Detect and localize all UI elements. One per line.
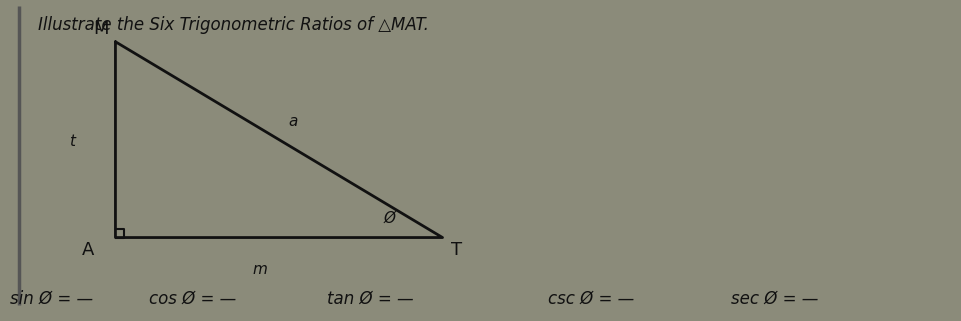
Text: m: m bbox=[252, 262, 267, 277]
Text: sin Ø = —: sin Ø = — bbox=[10, 290, 92, 308]
Text: t: t bbox=[69, 134, 75, 149]
Text: tan Ø = —: tan Ø = — bbox=[327, 290, 413, 308]
Text: T: T bbox=[451, 241, 462, 259]
Text: Ø: Ø bbox=[383, 211, 395, 226]
Text: Illustrate the Six Trigonometric Ratios of △MAT.: Illustrate the Six Trigonometric Ratios … bbox=[38, 16, 429, 34]
Text: A: A bbox=[83, 241, 94, 259]
Text: a: a bbox=[288, 115, 298, 129]
Text: csc Ø = —: csc Ø = — bbox=[548, 290, 634, 308]
Text: cos Ø = —: cos Ø = — bbox=[149, 290, 236, 308]
Text: sec Ø = —: sec Ø = — bbox=[730, 290, 818, 308]
Text: M: M bbox=[93, 20, 109, 38]
